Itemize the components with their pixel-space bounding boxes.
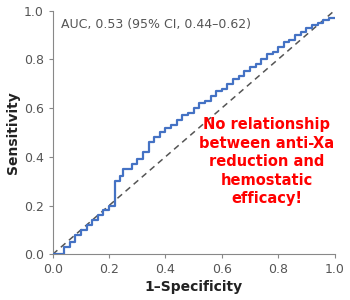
Text: No relationship
between anti-Xa
reduction and
hemostatic
efficacy!: No relationship between anti-Xa reductio… [199, 117, 335, 206]
X-axis label: 1–Specificity: 1–Specificity [145, 280, 243, 294]
Y-axis label: Sensitivity: Sensitivity [6, 91, 20, 174]
Text: AUC, 0.53 (95% CI, 0.44–0.62): AUC, 0.53 (95% CI, 0.44–0.62) [61, 18, 251, 31]
